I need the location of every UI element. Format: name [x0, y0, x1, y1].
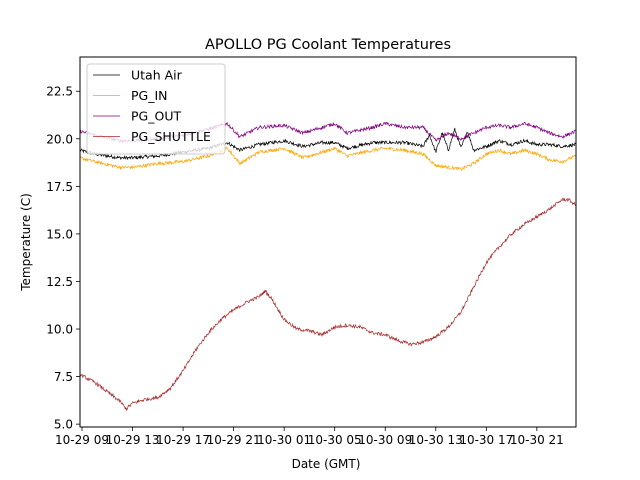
x-tick-label: 10-29 09 — [55, 433, 109, 447]
x-tick-label: 10-30 01 — [257, 433, 311, 447]
legend-label: PG_OUT — [131, 109, 181, 124]
legend-entry: PG_OUT — [93, 109, 181, 124]
y-tick-label: 17.5 — [46, 180, 73, 194]
y-axis-label: Temperature (C) — [19, 193, 33, 292]
x-tick-label: 10-30 05 — [308, 433, 362, 447]
legend: Utah Air PG_IN PG_OUT PG_SHUTTLE — [86, 63, 226, 155]
y-tick-label: 22.5 — [46, 85, 73, 99]
x-tick-label: 10-29 21 — [207, 433, 261, 447]
x-tick-label: 10-29 17 — [156, 433, 210, 447]
legend-entry: PG_IN — [93, 88, 168, 103]
chart-title: APOLLO PG Coolant Temperatures — [205, 37, 451, 53]
x-tick-label: 10-30 09 — [358, 433, 412, 447]
y-tick-label: 5.0 — [54, 418, 73, 432]
x-tick-label: 10-30 21 — [510, 433, 564, 447]
y-tick-label: 20.0 — [46, 132, 73, 146]
legend-label: PG_SHUTTLE — [131, 129, 211, 144]
legend-label: Utah Air — [131, 68, 183, 83]
legend-entry: PG_SHUTTLE — [93, 129, 211, 144]
legend-label: PG_IN — [131, 88, 168, 103]
series-line-pg-shuttle — [80, 197, 576, 412]
axes-frame — [79, 56, 577, 428]
x-tick-label: 10-30 13 — [409, 433, 463, 447]
y-tick-label: 15.0 — [46, 227, 73, 241]
legend-entry: Utah Air — [93, 68, 183, 83]
y-axis: 5.0 7.5 10.0 12.5 15.0 17.5 20.0 22.5 — [46, 85, 80, 432]
plot-area — [80, 121, 576, 412]
x-tick-label: 10-30 17 — [459, 433, 513, 447]
y-tick-label: 7.5 — [54, 370, 73, 384]
x-tick-label: 10-29 13 — [106, 433, 160, 447]
y-tick-label: 10.0 — [46, 323, 73, 337]
series-line-pg-in — [80, 146, 576, 172]
legend-box — [86, 63, 226, 155]
y-tick-label: 12.5 — [46, 275, 73, 289]
x-axis-label: Date (GMT) — [292, 457, 361, 471]
